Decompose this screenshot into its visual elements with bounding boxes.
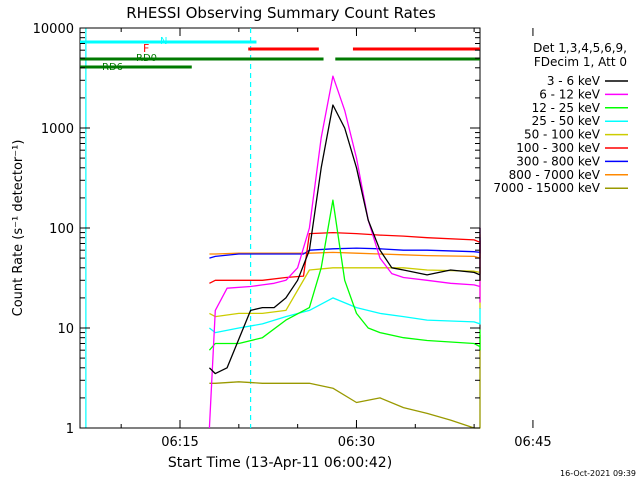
y-axis-label: Count Rate (s⁻¹ detector⁻¹) <box>11 140 26 317</box>
legend-label: 50 - 100 keV <box>524 128 601 142</box>
legend-label: 12 - 25 keV <box>532 101 601 115</box>
series-line-25-50kev <box>209 297 481 334</box>
y-tick-label: 10000 <box>33 22 74 37</box>
legend-header-line1: Det 1,3,4,5,6,9, <box>533 41 627 55</box>
y-tick-label: 100 <box>49 222 74 237</box>
flag-label-rd6: RD6 <box>102 62 123 73</box>
legend-label: 800 - 7000 keV <box>509 168 601 182</box>
legend-label: 6 - 12 keV <box>539 87 601 101</box>
y-tick-label: 10 <box>57 322 74 337</box>
x-axis-label: Start Time (13-Apr-11 06:00:42) <box>168 455 392 471</box>
legend-header-line2: FDecim 1, Att 0 <box>534 55 627 69</box>
y-tick-label: 1 <box>66 422 74 437</box>
legend-label: 300 - 800 keV <box>516 154 600 168</box>
series-line-12-25kev <box>208 199 481 351</box>
x-tick-label: 06:15 <box>161 435 198 450</box>
series-line-3-6kev <box>208 104 481 375</box>
x-tick-label: 06:30 <box>338 435 375 450</box>
y-axis: 1 10 100 1000 10000 <box>33 22 480 437</box>
legend-label: 25 - 50 keV <box>532 114 601 128</box>
flag-label-f: F <box>143 42 149 55</box>
flag-label-rd0: RD0 <box>136 53 157 64</box>
generation-timestamp: 16-Oct-2021 09:39 <box>560 469 636 478</box>
legend-label: 100 - 300 keV <box>516 141 600 155</box>
plot-area <box>79 27 481 429</box>
x-tick-label: 06:45 <box>514 435 551 450</box>
flag-label-n: N <box>160 36 167 47</box>
legend: Det 1,3,4,5,6,9, FDecim 1, Att 0 3 - 6 k… <box>493 41 628 195</box>
y-tick-label: 1000 <box>41 122 74 137</box>
chart-title: RHESSI Observing Summary Count Rates <box>126 4 436 22</box>
legend-label: 7000 - 15000 keV <box>493 181 600 195</box>
legend-label: 3 - 6 keV <box>547 74 601 88</box>
